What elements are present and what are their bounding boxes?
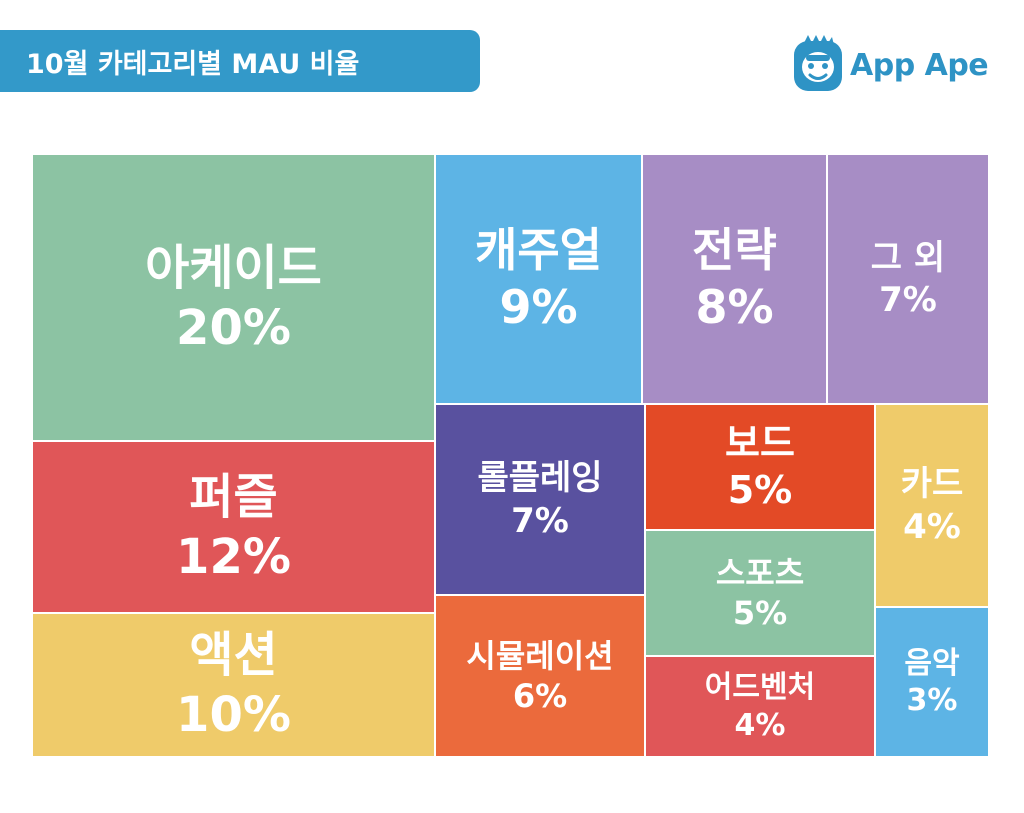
tile-label: 롤플레잉 <box>477 458 603 498</box>
app-ape-logo: App Ape <box>792 33 989 97</box>
tile-value: 6% <box>512 677 568 715</box>
tile-label: 카드 <box>900 464 964 504</box>
treemap-tile: 롤플레잉 7% <box>435 404 645 595</box>
logo-text: App Ape <box>850 47 989 83</box>
tile-label: 시뮬레이션 <box>466 637 614 675</box>
tile-value: 8% <box>695 280 774 334</box>
tile-label: 캐주얼 <box>475 222 602 277</box>
tile-value: 5% <box>727 468 793 512</box>
tile-label: 보드 <box>725 420 795 465</box>
chart-title: 10월 카테고리별 MAU 비율 <box>26 48 360 80</box>
tile-label: 퍼즐 <box>189 469 278 525</box>
treemap-tile: 어드벤처 4% <box>645 656 875 757</box>
tile-value: 7% <box>879 280 937 320</box>
tile-value: 5% <box>732 594 788 632</box>
tile-value: 20% <box>176 299 291 356</box>
treemap-tile: 보드 5% <box>645 404 875 530</box>
treemap-tile: 그 외 7% <box>827 154 989 404</box>
tile-label: 음악 <box>904 645 960 681</box>
treemap-tile: 스포츠 5% <box>645 530 875 656</box>
tile-value: 12% <box>176 529 291 585</box>
tile-label: 어드벤처 <box>704 670 816 705</box>
treemap-tile: 카드 4% <box>875 404 989 607</box>
treemap-tile: 액션 10% <box>32 613 435 757</box>
tile-value: 9% <box>499 280 578 334</box>
tile-label: 아케이드 <box>145 239 322 296</box>
treemap-tile: 퍼즐 12% <box>32 441 435 613</box>
tile-value: 7% <box>511 500 569 541</box>
tile-label: 스포츠 <box>715 554 805 592</box>
treemap-tile: 전략 8% <box>642 154 827 404</box>
tile-value: 4% <box>734 707 786 743</box>
treemap-tile: 음악 3% <box>875 607 989 757</box>
treemap-tile: 시뮬레이션 6% <box>435 595 645 757</box>
tile-label: 그 외 <box>870 237 946 278</box>
tile-value: 4% <box>903 506 961 547</box>
treemap-chart: 아케이드 20% 퍼즐 12% 액션 10% 캐주얼 9% 전략 8% 그 외 7% 롤플레잉 7% 보드 5… <box>32 154 989 757</box>
title-banner: 10월 카테고리별 MAU 비율 <box>0 30 480 92</box>
tile-value: 10% <box>176 687 291 743</box>
treemap-tile: 아케이드 20% <box>32 154 435 441</box>
tile-label: 액션 <box>189 627 278 683</box>
ape-face-icon <box>794 35 842 91</box>
treemap-tile: 캐주얼 9% <box>435 154 642 404</box>
tile-label: 전략 <box>692 222 777 277</box>
tile-value: 3% <box>906 683 958 718</box>
